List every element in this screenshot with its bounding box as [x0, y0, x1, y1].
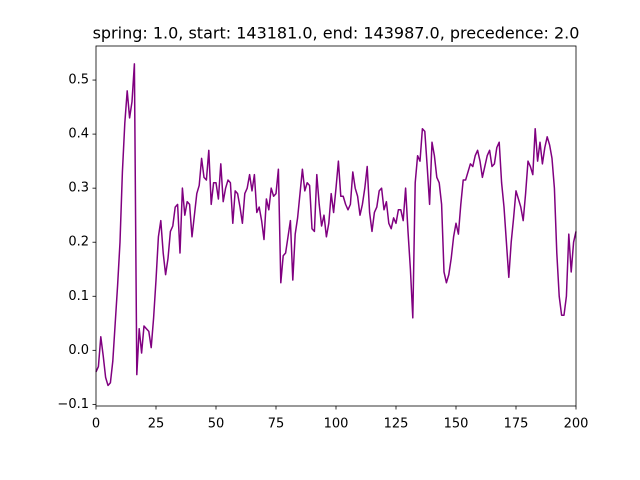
y-tick-label: 0.1 [68, 289, 89, 304]
x-tick-label: 150 [444, 417, 469, 432]
x-tick-label: 50 [208, 417, 225, 432]
y-tick-label: 0.5 [68, 73, 89, 88]
chart-title: spring: 1.0, start: 143181.0, end: 14398… [93, 24, 580, 43]
data-line [95, 63, 577, 387]
y-tick-label: 0.4 [68, 127, 89, 142]
x-tick-label: 0 [92, 417, 100, 432]
y-tick-label: −0.1 [57, 397, 89, 412]
x-tick-label: 175 [504, 417, 529, 432]
y-tick-label: 0.0 [68, 343, 89, 358]
x-tick-label: 100 [324, 417, 349, 432]
x-tick-label: 25 [148, 417, 165, 432]
x-tick-label: 75 [268, 417, 285, 432]
y-tick-label: 0.3 [68, 181, 89, 196]
y-tick-label: 0.2 [68, 235, 89, 250]
x-tick-label: 200 [564, 417, 589, 432]
x-tick-label: 125 [384, 417, 409, 432]
